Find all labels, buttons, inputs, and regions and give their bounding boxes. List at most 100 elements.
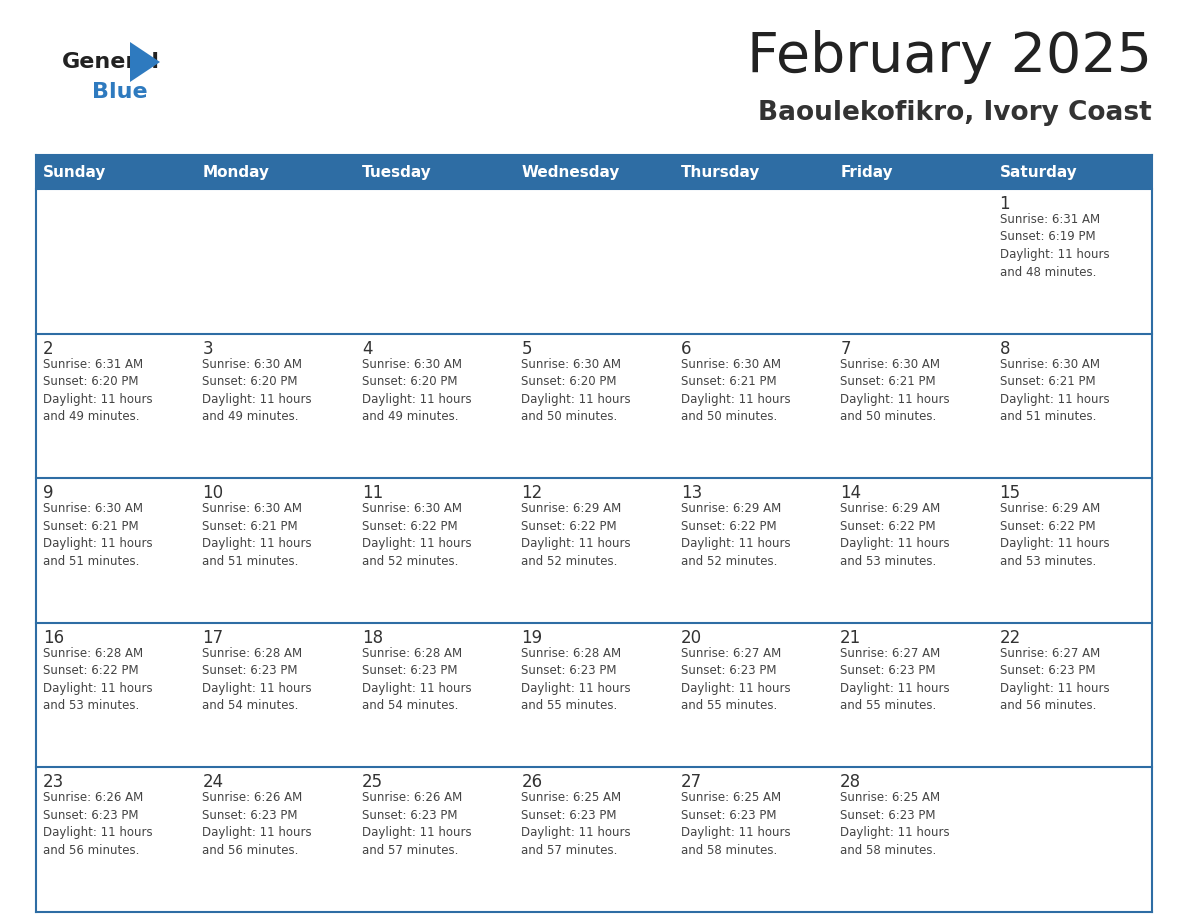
Text: Friday: Friday — [840, 164, 892, 180]
Text: Sunrise: 6:26 AM
Sunset: 6:23 PM
Daylight: 11 hours
and 57 minutes.: Sunrise: 6:26 AM Sunset: 6:23 PM Dayligh… — [362, 791, 472, 856]
Text: Sunrise: 6:30 AM
Sunset: 6:21 PM
Daylight: 11 hours
and 51 minutes.: Sunrise: 6:30 AM Sunset: 6:21 PM Dayligh… — [999, 358, 1110, 423]
Text: 4: 4 — [362, 340, 372, 358]
Text: 26: 26 — [522, 773, 543, 791]
Text: Sunrise: 6:30 AM
Sunset: 6:21 PM
Daylight: 11 hours
and 50 minutes.: Sunrise: 6:30 AM Sunset: 6:21 PM Dayligh… — [681, 358, 790, 423]
Text: Sunrise: 6:28 AM
Sunset: 6:22 PM
Daylight: 11 hours
and 53 minutes.: Sunrise: 6:28 AM Sunset: 6:22 PM Dayligh… — [43, 647, 152, 712]
Bar — [833, 622, 992, 767]
Text: Sunrise: 6:27 AM
Sunset: 6:23 PM
Daylight: 11 hours
and 56 minutes.: Sunrise: 6:27 AM Sunset: 6:23 PM Dayligh… — [999, 647, 1110, 712]
Bar — [36, 189, 196, 333]
Text: 23: 23 — [43, 773, 64, 791]
Bar — [514, 189, 674, 333]
Text: 3: 3 — [202, 340, 213, 358]
Text: 12: 12 — [522, 484, 543, 502]
Text: 22: 22 — [999, 629, 1020, 647]
Text: 8: 8 — [999, 340, 1010, 358]
Text: Sunrise: 6:30 AM
Sunset: 6:21 PM
Daylight: 11 hours
and 51 minutes.: Sunrise: 6:30 AM Sunset: 6:21 PM Dayligh… — [202, 502, 312, 567]
Text: 16: 16 — [43, 629, 64, 647]
Text: Sunrise: 6:28 AM
Sunset: 6:23 PM
Daylight: 11 hours
and 55 minutes.: Sunrise: 6:28 AM Sunset: 6:23 PM Dayligh… — [522, 647, 631, 712]
Bar — [833, 333, 992, 478]
Text: Tuesday: Tuesday — [362, 164, 431, 180]
Text: 21: 21 — [840, 629, 861, 647]
Bar — [36, 767, 196, 912]
Text: Sunrise: 6:29 AM
Sunset: 6:22 PM
Daylight: 11 hours
and 53 minutes.: Sunrise: 6:29 AM Sunset: 6:22 PM Dayligh… — [840, 502, 949, 567]
Bar — [355, 189, 514, 333]
Text: Sunrise: 6:26 AM
Sunset: 6:23 PM
Daylight: 11 hours
and 56 minutes.: Sunrise: 6:26 AM Sunset: 6:23 PM Dayligh… — [202, 791, 312, 856]
Text: 14: 14 — [840, 484, 861, 502]
Bar — [196, 622, 355, 767]
Text: Blue: Blue — [91, 82, 147, 102]
Bar — [36, 622, 196, 767]
Text: Sunrise: 6:27 AM
Sunset: 6:23 PM
Daylight: 11 hours
and 55 minutes.: Sunrise: 6:27 AM Sunset: 6:23 PM Dayligh… — [681, 647, 790, 712]
Bar — [833, 478, 992, 622]
Text: 28: 28 — [840, 773, 861, 791]
Text: 11: 11 — [362, 484, 383, 502]
Text: 5: 5 — [522, 340, 532, 358]
Text: 2: 2 — [43, 340, 53, 358]
Text: Sunday: Sunday — [43, 164, 107, 180]
Bar — [674, 189, 833, 333]
Bar — [992, 622, 1152, 767]
Bar — [196, 478, 355, 622]
Bar — [36, 155, 1152, 189]
Bar — [355, 478, 514, 622]
Text: 17: 17 — [202, 629, 223, 647]
Text: Sunrise: 6:27 AM
Sunset: 6:23 PM
Daylight: 11 hours
and 55 minutes.: Sunrise: 6:27 AM Sunset: 6:23 PM Dayligh… — [840, 647, 949, 712]
Text: Sunrise: 6:30 AM
Sunset: 6:21 PM
Daylight: 11 hours
and 51 minutes.: Sunrise: 6:30 AM Sunset: 6:21 PM Dayligh… — [43, 502, 152, 567]
Bar — [514, 333, 674, 478]
Polygon shape — [129, 42, 160, 82]
Bar — [514, 622, 674, 767]
Text: Sunrise: 6:31 AM
Sunset: 6:20 PM
Daylight: 11 hours
and 49 minutes.: Sunrise: 6:31 AM Sunset: 6:20 PM Dayligh… — [43, 358, 152, 423]
Text: Sunrise: 6:25 AM
Sunset: 6:23 PM
Daylight: 11 hours
and 58 minutes.: Sunrise: 6:25 AM Sunset: 6:23 PM Dayligh… — [840, 791, 949, 856]
Text: Sunrise: 6:25 AM
Sunset: 6:23 PM
Daylight: 11 hours
and 58 minutes.: Sunrise: 6:25 AM Sunset: 6:23 PM Dayligh… — [681, 791, 790, 856]
Bar — [833, 767, 992, 912]
Text: 25: 25 — [362, 773, 383, 791]
Text: Sunrise: 6:30 AM
Sunset: 6:22 PM
Daylight: 11 hours
and 52 minutes.: Sunrise: 6:30 AM Sunset: 6:22 PM Dayligh… — [362, 502, 472, 567]
Bar — [355, 333, 514, 478]
Bar — [833, 189, 992, 333]
Text: General: General — [62, 52, 160, 72]
Text: 9: 9 — [43, 484, 53, 502]
Text: Sunrise: 6:26 AM
Sunset: 6:23 PM
Daylight: 11 hours
and 56 minutes.: Sunrise: 6:26 AM Sunset: 6:23 PM Dayligh… — [43, 791, 152, 856]
Text: Sunrise: 6:25 AM
Sunset: 6:23 PM
Daylight: 11 hours
and 57 minutes.: Sunrise: 6:25 AM Sunset: 6:23 PM Dayligh… — [522, 791, 631, 856]
Text: Sunrise: 6:30 AM
Sunset: 6:20 PM
Daylight: 11 hours
and 49 minutes.: Sunrise: 6:30 AM Sunset: 6:20 PM Dayligh… — [202, 358, 312, 423]
Text: Sunrise: 6:29 AM
Sunset: 6:22 PM
Daylight: 11 hours
and 52 minutes.: Sunrise: 6:29 AM Sunset: 6:22 PM Dayligh… — [522, 502, 631, 567]
Text: Thursday: Thursday — [681, 164, 760, 180]
Text: February 2025: February 2025 — [747, 30, 1152, 84]
Text: 18: 18 — [362, 629, 383, 647]
Bar — [674, 622, 833, 767]
Text: 24: 24 — [202, 773, 223, 791]
Text: 20: 20 — [681, 629, 702, 647]
Text: 6: 6 — [681, 340, 691, 358]
Text: 1: 1 — [999, 195, 1010, 213]
Text: Sunrise: 6:28 AM
Sunset: 6:23 PM
Daylight: 11 hours
and 54 minutes.: Sunrise: 6:28 AM Sunset: 6:23 PM Dayligh… — [362, 647, 472, 712]
Text: 19: 19 — [522, 629, 543, 647]
Bar — [992, 478, 1152, 622]
Bar — [196, 767, 355, 912]
Bar — [196, 333, 355, 478]
Bar — [36, 478, 196, 622]
Text: 15: 15 — [999, 484, 1020, 502]
Bar — [355, 622, 514, 767]
Text: Sunrise: 6:30 AM
Sunset: 6:21 PM
Daylight: 11 hours
and 50 minutes.: Sunrise: 6:30 AM Sunset: 6:21 PM Dayligh… — [840, 358, 949, 423]
Text: 10: 10 — [202, 484, 223, 502]
Text: Sunrise: 6:29 AM
Sunset: 6:22 PM
Daylight: 11 hours
and 52 minutes.: Sunrise: 6:29 AM Sunset: 6:22 PM Dayligh… — [681, 502, 790, 567]
Bar — [514, 478, 674, 622]
Text: Monday: Monday — [202, 164, 270, 180]
Text: Saturday: Saturday — [999, 164, 1078, 180]
Text: 13: 13 — [681, 484, 702, 502]
Bar — [674, 478, 833, 622]
Bar — [674, 333, 833, 478]
Bar — [992, 767, 1152, 912]
Text: Sunrise: 6:29 AM
Sunset: 6:22 PM
Daylight: 11 hours
and 53 minutes.: Sunrise: 6:29 AM Sunset: 6:22 PM Dayligh… — [999, 502, 1110, 567]
Bar — [355, 767, 514, 912]
Bar — [992, 333, 1152, 478]
Text: Wednesday: Wednesday — [522, 164, 620, 180]
Text: 27: 27 — [681, 773, 702, 791]
Text: Sunrise: 6:31 AM
Sunset: 6:19 PM
Daylight: 11 hours
and 48 minutes.: Sunrise: 6:31 AM Sunset: 6:19 PM Dayligh… — [999, 213, 1110, 278]
Bar — [196, 189, 355, 333]
Bar — [514, 767, 674, 912]
Bar — [992, 189, 1152, 333]
Bar — [36, 333, 196, 478]
Bar — [674, 767, 833, 912]
Text: Sunrise: 6:28 AM
Sunset: 6:23 PM
Daylight: 11 hours
and 54 minutes.: Sunrise: 6:28 AM Sunset: 6:23 PM Dayligh… — [202, 647, 312, 712]
